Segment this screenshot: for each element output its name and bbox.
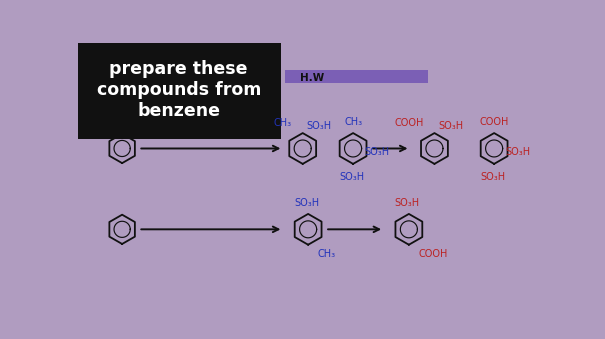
Text: CH₃: CH₃ bbox=[318, 250, 336, 259]
Text: SO₃H: SO₃H bbox=[480, 172, 505, 182]
Text: SO₃H: SO₃H bbox=[339, 172, 364, 182]
Text: H.W: H.W bbox=[299, 73, 324, 83]
Text: SO₃H: SO₃H bbox=[394, 198, 420, 208]
Text: SO₃H: SO₃H bbox=[364, 146, 389, 157]
Bar bbox=[285, 70, 428, 83]
Text: prepare these
compounds from
benzene: prepare these compounds from benzene bbox=[97, 60, 261, 120]
Text: CH₃: CH₃ bbox=[344, 117, 362, 127]
Text: SO₃H: SO₃H bbox=[307, 121, 332, 131]
Text: SO₃H: SO₃H bbox=[505, 146, 530, 157]
Text: SO₃H: SO₃H bbox=[294, 198, 319, 208]
Text: COOH: COOH bbox=[418, 250, 448, 259]
Text: COOH: COOH bbox=[394, 118, 424, 128]
Text: CH₃: CH₃ bbox=[273, 118, 292, 128]
Text: COOH: COOH bbox=[479, 117, 509, 127]
Text: SO₃H: SO₃H bbox=[439, 121, 463, 131]
Bar bbox=[78, 43, 281, 139]
